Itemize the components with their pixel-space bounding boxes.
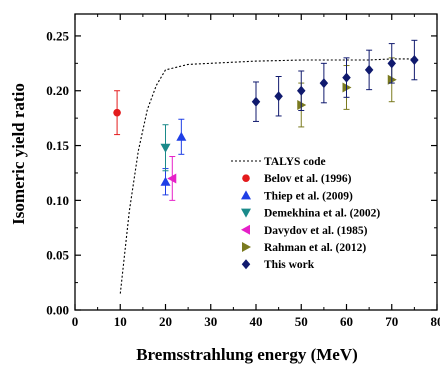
legend-swatch [241,259,251,270]
legend-label: Belov et al. (1996) [264,173,352,185]
x-tick-label: 60 [340,314,353,329]
legend-label: Thiep et al. (2009) [264,190,353,202]
legend-label: Rahman et al. (2012) [264,242,366,254]
data-point [160,143,171,153]
x-tick-label: 10 [114,314,127,329]
legend: TALYS code Belov et al. (1996) Thiep et al… [231,156,380,271]
y-tick-label: 0.10 [46,193,69,208]
y-axis-title: Isomeric yield ratio [9,83,28,225]
legend-swatch [242,174,250,182]
legend-swatch [242,242,251,252]
y-tick-label: 0.05 [46,248,69,263]
data-point [274,91,283,102]
x-tick-label: 0 [72,314,79,329]
legend-swatch [241,190,251,200]
legend-label: This work [264,259,315,271]
plot-layer [113,39,419,294]
legend-label: TALYS code [264,156,326,168]
x-tick-label: 20 [159,314,172,329]
data-point [160,176,171,186]
y-tick-label: 0.25 [46,28,69,43]
x-tick-label: 40 [250,314,263,329]
legend-swatch [241,224,250,235]
y-tick-label: 0.00 [46,303,69,318]
legend-label: Demekhina et al. (2002) [264,208,380,220]
data-point [251,96,261,107]
y-tick-label: 0.15 [46,138,69,153]
data-point [176,131,187,141]
data-point [297,85,306,96]
data-point [364,64,374,75]
x-tick-label: 50 [295,314,308,329]
data-point [410,55,419,66]
plot-frame [74,13,438,311]
axes-layer: 0 10 20 30 40 50 60 70 80 0.00 0.05 0.10 0.15 0.20 0.2… [46,13,440,329]
data-point [167,173,177,184]
x-tick-label: 30 [204,314,217,329]
legend-label: Davydov et al. (1985) [264,225,368,237]
data-point [319,78,329,89]
x-axis-title: Bremsstrahlung energy (MeV) [136,345,358,364]
y-tick-label: 0.20 [46,83,69,98]
data-point [387,58,396,69]
data-point [342,72,351,83]
data-point [113,108,121,117]
x-tick-label: 80 [431,314,440,329]
x-tick-label: 70 [385,314,398,329]
legend-swatch [241,208,251,218]
